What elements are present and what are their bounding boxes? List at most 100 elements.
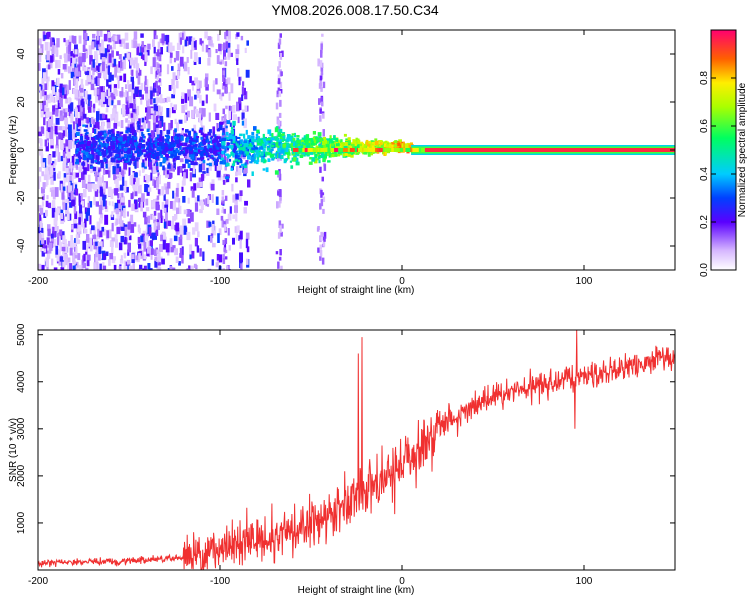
heatmap-cell [79,135,84,141]
heatmap-cell [155,229,159,236]
heatmap-cell [108,53,112,63]
heatmap-cell [340,145,343,150]
heatmap-cell [187,163,191,169]
heatmap-cell [146,49,150,56]
heatmap-cell [205,198,209,207]
heatmap-cell [319,235,322,243]
heatmap-cell [106,146,109,151]
heatmap-cell [93,262,97,270]
heatmap-cell [86,164,90,171]
heatmap-cell [326,140,329,145]
heatmap-cell [79,162,83,173]
heatmap-cell [197,149,201,153]
heatmap-cell [117,156,121,161]
heatmap-cell [202,133,206,138]
heatmap-cell [80,144,84,148]
heatmap-cell [68,124,72,133]
heatmap-cell [63,38,66,43]
heatmap-cell [39,90,43,99]
heatmap-cell [95,166,99,176]
heatmap-cell [222,117,226,122]
heatmap-cell [102,182,106,189]
heatmap-cell [322,208,325,214]
heatmap-cell [130,220,134,227]
heatmap-cell [97,149,100,153]
heatmap-cell [260,151,264,157]
heatmap-cell [177,151,181,156]
heatmap-cell [145,229,149,238]
heatmap-cell [253,160,258,164]
heatmap-cell [175,147,179,152]
heatmap-cell [157,212,161,220]
heatmap-cell [282,133,285,136]
heatmap-cell [145,153,148,157]
heatmap-cell [265,167,269,173]
heatmap-cell [211,149,215,154]
heatmap-cell [171,151,175,156]
heatmap-cell [190,49,193,59]
heatmap-cell [137,184,142,194]
heatmap-cell [84,160,88,168]
heatmap-cell [44,102,49,108]
heatmap-cell [319,203,322,210]
heatmap-cell [82,262,87,269]
heatmap-cell [319,166,322,173]
heatmap-cell [91,183,95,189]
heatmap-cell [87,158,92,164]
heatmap-cell [257,137,261,143]
heatmap-cell [68,41,72,52]
heatmap-cell [245,160,249,165]
heatmap-cell [123,239,127,245]
heatmap-cell [42,72,47,82]
heatmap-cell [52,231,56,238]
heatmap-cell [91,269,94,270]
heatmap-cell [75,226,80,232]
heatmap-cell [84,124,88,128]
heatmap-cell [46,78,49,87]
heatmap-cell [171,66,174,71]
heatmap-cell [262,148,266,154]
heatmap-cell [279,189,282,197]
heatmap-cell [126,127,131,133]
heatmap-cell [102,140,105,144]
heatmap-cell [327,160,331,163]
heatmap-cell [149,240,153,246]
heatmap-cell [212,145,216,148]
heatmap-cell [222,159,227,164]
heatmap-cell [131,81,135,90]
heatmap-cell [118,166,122,172]
heatmap-cell [92,119,96,125]
heatmap-cell [173,165,176,168]
heatmap-cell [342,148,348,152]
heatmap-cell [165,153,169,157]
heatmap-cell [187,110,190,118]
heatmap-cell [138,138,143,143]
heatmap-x-tick-label: -100 [210,276,230,287]
heatmap-cell [244,47,247,53]
heatmap-cell [47,202,52,209]
heatmap-cell [199,127,204,130]
heatmap-cell [124,226,128,236]
heatmap-cell [47,155,52,165]
heatmap-cell [166,165,171,174]
heatmap-cell [340,139,343,145]
heatmap-cell [43,117,46,126]
heatmap-cell [198,162,202,173]
heatmap-cell [282,138,286,141]
heatmap-cell [191,138,194,142]
heatmap-cell [206,163,210,166]
heatmap-cell [171,142,176,148]
heatmap-cell [408,148,416,152]
heatmap-cell [132,262,135,270]
heatmap-cell [169,52,173,58]
heatmap-cell [146,147,150,151]
heatmap-cell [106,121,111,129]
heatmap-cell [200,136,205,140]
heatmap-cell [71,199,75,207]
heatmap-cell [225,41,229,49]
heatmap-cell [365,146,368,149]
heatmap-cell [159,256,163,263]
heatmap-cell [245,232,250,240]
heatmap-cell [123,265,128,270]
heatmap-cell [153,161,157,169]
